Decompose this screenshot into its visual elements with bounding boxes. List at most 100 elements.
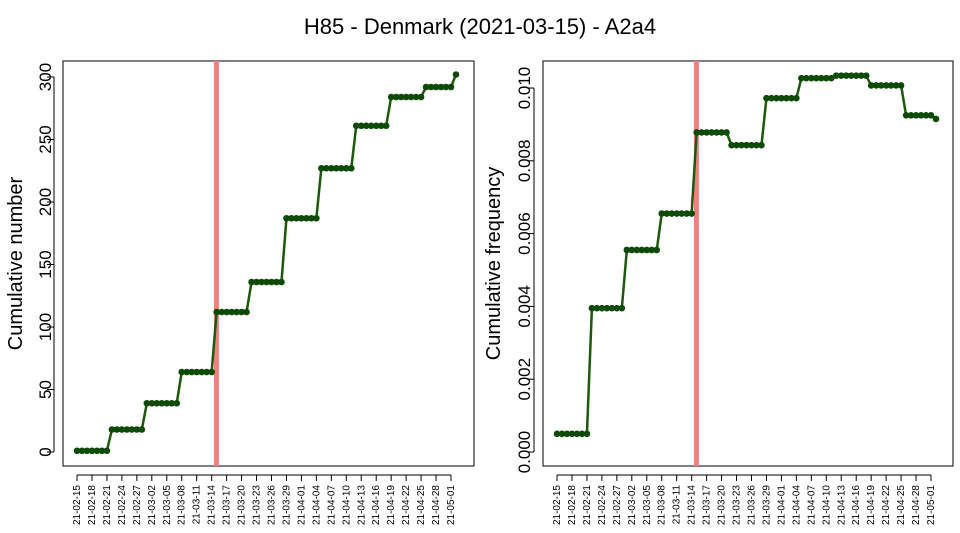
data-point bbox=[768, 94, 775, 102]
y-tick-label: 0.010 bbox=[515, 67, 534, 110]
data-point bbox=[862, 72, 870, 79]
data-point bbox=[243, 308, 250, 316]
plot-frame bbox=[62, 60, 475, 467]
data-point bbox=[387, 93, 395, 101]
y-tick-label: 0.000 bbox=[515, 431, 534, 474]
data-point bbox=[832, 72, 840, 79]
x-tick-label: 21-04-07 bbox=[806, 485, 817, 525]
data-point bbox=[583, 430, 591, 438]
data-point bbox=[308, 214, 315, 222]
data-point bbox=[173, 399, 181, 407]
data-point bbox=[318, 164, 325, 172]
data-point bbox=[558, 430, 566, 438]
data-point bbox=[773, 94, 780, 102]
data-point bbox=[793, 94, 800, 102]
x-tick-label: 21-02-27 bbox=[132, 485, 143, 525]
data-point bbox=[328, 164, 335, 172]
x-tick-label: 21-02-21 bbox=[102, 485, 113, 525]
data-point bbox=[683, 210, 690, 217]
data-point bbox=[897, 82, 905, 89]
data-point bbox=[643, 246, 651, 254]
x-tick-label: 21-03-08 bbox=[657, 485, 668, 525]
data-point bbox=[422, 83, 430, 91]
y-tick-label: 0 bbox=[36, 447, 55, 456]
x-tick-label: 21-04-04 bbox=[791, 485, 802, 525]
data-point bbox=[598, 304, 606, 312]
y-axis-title: Cumulative number bbox=[5, 176, 27, 350]
data-point bbox=[867, 82, 875, 89]
y-tick-label: 50 bbox=[36, 380, 55, 399]
data-point bbox=[678, 210, 685, 217]
data-point bbox=[663, 210, 671, 217]
x-tick-label: 21-05-01 bbox=[926, 485, 937, 525]
data-point bbox=[563, 430, 571, 438]
x-tick-label: 21-02-15 bbox=[552, 485, 563, 525]
data-point bbox=[143, 399, 151, 407]
x-tick-label: 21-03-08 bbox=[177, 485, 188, 525]
data-point bbox=[808, 74, 815, 82]
data-point bbox=[78, 447, 86, 455]
x-tick-label: 21-03-26 bbox=[746, 485, 757, 525]
y-tick-label: 0.004 bbox=[515, 285, 534, 328]
data-point bbox=[857, 72, 865, 79]
data-point bbox=[253, 278, 260, 286]
data-point bbox=[352, 122, 360, 130]
data-point bbox=[882, 82, 890, 89]
x-tick-label: 21-04-10 bbox=[821, 485, 832, 525]
data-point bbox=[402, 93, 410, 101]
data-point bbox=[778, 94, 785, 102]
data-point bbox=[193, 368, 200, 376]
data-point bbox=[412, 93, 420, 101]
data-point bbox=[728, 141, 735, 149]
data-point bbox=[648, 246, 656, 254]
data-point bbox=[293, 214, 300, 222]
data-point bbox=[362, 122, 370, 130]
data-point bbox=[128, 426, 136, 433]
x-tick-label: 21-03-02 bbox=[147, 485, 158, 525]
data-point bbox=[258, 278, 265, 286]
data-point bbox=[163, 399, 171, 407]
data-point bbox=[437, 83, 445, 91]
data-point bbox=[927, 112, 935, 119]
data-point bbox=[83, 447, 91, 455]
series-line bbox=[557, 74, 937, 436]
data-point bbox=[578, 430, 586, 438]
x-tick-label: 21-04-16 bbox=[371, 485, 382, 525]
x-tick-label: 21-03-20 bbox=[237, 485, 248, 525]
x-tick-label: 21-03-17 bbox=[702, 485, 713, 525]
data-point bbox=[223, 308, 230, 316]
data-point bbox=[892, 82, 900, 89]
data-point bbox=[588, 304, 596, 312]
data-point bbox=[397, 93, 405, 101]
data-point bbox=[213, 308, 220, 316]
data-point bbox=[603, 304, 611, 312]
data-point bbox=[877, 82, 885, 89]
data-point bbox=[298, 214, 305, 222]
data-point bbox=[442, 83, 450, 91]
data-point bbox=[887, 82, 895, 89]
data-point bbox=[623, 246, 631, 254]
panel-cumulative-number: 0 50 100 150 200 250 300 Cumulative number 21-02… bbox=[5, 60, 475, 525]
data-point bbox=[713, 129, 720, 136]
data-point bbox=[872, 82, 880, 89]
data-point bbox=[902, 112, 910, 119]
x-tick-label: 21-04-13 bbox=[356, 485, 367, 525]
data-point bbox=[288, 214, 295, 222]
data-point bbox=[407, 93, 415, 101]
data-point bbox=[847, 72, 855, 79]
data-point bbox=[912, 112, 920, 119]
data-point bbox=[183, 368, 191, 376]
x-tick-label: 21-03-26 bbox=[266, 485, 277, 525]
data-point bbox=[168, 399, 176, 407]
y-tick-label: 250 bbox=[36, 125, 55, 153]
data-point bbox=[148, 399, 156, 407]
data-point bbox=[668, 210, 675, 217]
x-tick-label: 21-04-16 bbox=[851, 485, 862, 525]
y-tick-label: 0.002 bbox=[515, 358, 534, 401]
data-point bbox=[103, 447, 111, 455]
data-point bbox=[842, 72, 850, 79]
y-tick-label: 200 bbox=[36, 188, 55, 216]
data-point bbox=[73, 447, 81, 455]
data-point bbox=[698, 129, 705, 136]
x-tick-label: 21-04-19 bbox=[866, 485, 877, 525]
